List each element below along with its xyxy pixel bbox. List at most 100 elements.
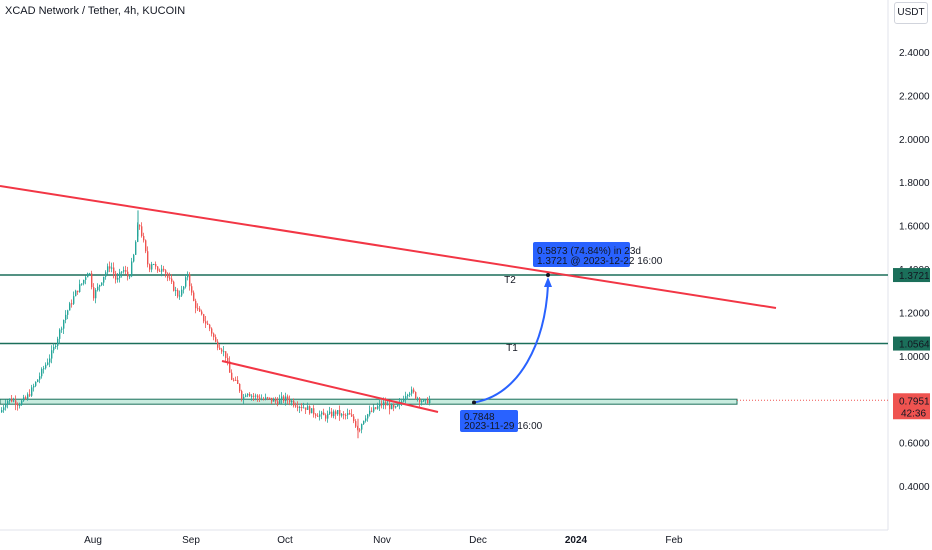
candle-body — [25, 397, 27, 399]
candle-body — [331, 411, 333, 417]
candle-body — [255, 395, 257, 397]
candle-body — [249, 393, 251, 397]
candle-body — [29, 394, 31, 396]
candle-body — [291, 400, 293, 403]
projection-target-text: 1.3721 @ 2023-12-22 16:00 — [537, 256, 663, 267]
candle-body — [217, 341, 219, 348]
candle-body — [57, 338, 59, 346]
candle-body — [55, 345, 57, 347]
candle-body — [49, 358, 51, 363]
projection-start-price: 0.7848 — [464, 412, 495, 423]
candle-body — [215, 337, 217, 342]
y-tick-label: 1.6000 — [899, 222, 930, 233]
candle-body — [307, 406, 309, 410]
candle-body — [67, 310, 69, 315]
candle-body — [305, 407, 307, 410]
candle-body — [3, 407, 5, 411]
y-tick-label: 0.6000 — [899, 439, 930, 450]
candle-body — [117, 277, 119, 280]
candle-body — [171, 278, 173, 282]
candle-body — [413, 389, 415, 393]
candle-body — [393, 404, 395, 408]
candle-body — [193, 292, 195, 301]
projection-start-label-box — [460, 410, 518, 432]
candle-body — [219, 347, 221, 350]
candle-body — [143, 236, 145, 241]
candle-body — [155, 264, 157, 267]
candle-body — [97, 286, 99, 291]
y-tick-label: 1.2000 — [899, 308, 930, 319]
candle-body — [359, 429, 361, 431]
candle-body — [173, 281, 175, 291]
candle-body — [147, 251, 149, 265]
candle-body — [267, 397, 269, 399]
candle-body — [403, 399, 405, 402]
candle-body — [23, 397, 25, 401]
candle-body — [91, 273, 93, 288]
candle-body — [191, 286, 193, 293]
candle-body — [335, 411, 337, 415]
candle-body — [353, 416, 355, 422]
candle-body — [275, 399, 277, 402]
candle-body — [349, 413, 351, 415]
candle-body — [201, 311, 203, 315]
candle-body — [321, 412, 323, 415]
candle-body — [361, 424, 363, 430]
candle-body — [205, 321, 207, 324]
candle-body — [99, 285, 101, 287]
candle-body — [187, 274, 189, 278]
y-tick-label: 2.2000 — [899, 91, 930, 102]
candle-body — [287, 396, 289, 400]
candle-body — [69, 303, 71, 311]
candle-body — [41, 368, 43, 377]
candle-body — [397, 404, 399, 407]
candle-body — [405, 396, 407, 400]
y-tick-label: 1.0000 — [899, 352, 930, 363]
x-tick-label: Aug — [84, 535, 102, 546]
candle-body — [65, 314, 67, 321]
candle-body — [207, 323, 209, 325]
candle-body — [197, 308, 199, 310]
candle-body — [157, 266, 159, 271]
candle-body — [163, 268, 165, 271]
candle-body — [293, 400, 295, 406]
candle-body — [87, 273, 89, 278]
candle-body — [289, 399, 291, 403]
current-price-label: 0.7951 — [899, 396, 930, 407]
candle-body — [185, 277, 187, 287]
y-tick-label: 2.0000 — [899, 135, 930, 146]
candle-body — [213, 333, 215, 338]
candle-body — [209, 324, 211, 329]
candle-body — [33, 385, 35, 388]
lower-trendline — [221, 360, 439, 413]
candle-body — [75, 290, 77, 297]
candle-body — [183, 286, 185, 290]
candle-body — [363, 420, 365, 425]
projection-start-point — [472, 400, 476, 405]
candle-body — [53, 346, 55, 351]
candle-body — [425, 399, 427, 401]
candle-body — [195, 300, 197, 309]
candle-body — [381, 403, 383, 406]
projection-change-text: 0.5873 (74.84%) in 23d — [537, 246, 641, 257]
candle-body — [351, 414, 353, 417]
candle-body — [15, 400, 17, 405]
candle-body — [239, 383, 241, 392]
candle-body — [17, 404, 19, 406]
chart-title: XCAD Network / Tether, 4h, KUCOIN — [5, 5, 186, 17]
candle-body — [107, 266, 109, 273]
candle-body — [19, 404, 21, 406]
candle-body — [355, 421, 357, 427]
candle-body — [61, 328, 63, 330]
currency-button[interactable]: USDT — [894, 2, 928, 24]
x-tick-label: Sep — [182, 535, 200, 546]
candle-body — [343, 414, 345, 416]
candle-body — [211, 328, 213, 334]
candle-body — [383, 402, 385, 406]
projection-end-label-box — [533, 242, 630, 267]
candle-body — [259, 397, 261, 400]
candle-body — [295, 405, 297, 407]
candle-body — [203, 314, 205, 322]
candle-body — [123, 270, 125, 272]
